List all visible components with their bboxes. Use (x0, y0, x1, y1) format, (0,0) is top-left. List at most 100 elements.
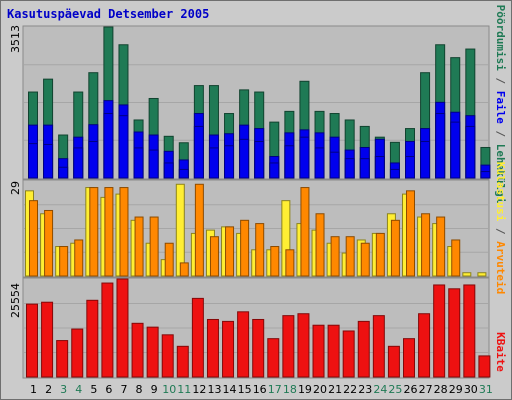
bar-arvuteid (74, 239, 84, 277)
bar-arvuteid (44, 209, 54, 277)
bar-arvuteid (406, 190, 415, 277)
bar-lehekülgi (405, 156, 415, 179)
day-label: 20 (313, 383, 327, 396)
bar-kbaite (448, 288, 461, 378)
bar-kbaite (191, 297, 204, 378)
day-label: 27 (419, 383, 433, 396)
bar-arvuteid (179, 262, 189, 277)
bar-kbaite (222, 320, 235, 378)
bar-arvuteid (421, 213, 431, 277)
bar-arvuteid (209, 236, 219, 277)
bars (25, 26, 491, 378)
bar-lehekülgi (28, 143, 38, 179)
day-label: 14 (223, 383, 237, 396)
bar-lehekülgi (359, 158, 370, 179)
bar-kbaite (26, 303, 38, 378)
bar-kbaite (161, 334, 174, 378)
bar-lehekülgi (178, 168, 189, 179)
bar-lehekülgi (254, 140, 265, 179)
bar-kbaite (387, 345, 400, 378)
bar-arvuteid (89, 187, 99, 277)
day-label: 12 (192, 383, 206, 396)
bar-külastusi (477, 272, 487, 277)
legend-label-top: Pöördumisi / Faile / Lehekülgi (494, 5, 507, 204)
y-max-label-middle: 29 (9, 181, 22, 195)
bar-lehekülgi (193, 125, 204, 179)
bar-kbaite (237, 311, 250, 378)
bar-kbaite (372, 315, 385, 378)
day-label: 3 (60, 383, 67, 396)
bar-arvuteid (119, 187, 129, 277)
day-label: 25 (388, 383, 402, 396)
chart-title: Kasutuspäevad Detsember 2005 (7, 7, 210, 21)
bar-lehekülgi (420, 140, 431, 179)
day-label: 17 (268, 383, 282, 396)
bar-lehekülgi (374, 156, 385, 179)
bar-lehekülgi (284, 145, 295, 179)
bar-arvuteid (164, 242, 174, 277)
bar-arvuteid (330, 236, 340, 277)
bar-kbaite (56, 340, 69, 378)
day-label: 13 (207, 383, 221, 396)
bar-kbaite (433, 284, 446, 378)
bar-lehekülgi (43, 143, 54, 179)
bar-kbaite (146, 326, 159, 378)
bar-arvuteid (436, 216, 446, 277)
bar-lehekülgi (58, 166, 69, 179)
bar-arvuteid (345, 236, 355, 277)
bar-kbaite (342, 330, 355, 378)
legend-label-middle: Külastusi / Arvuteid (494, 162, 507, 294)
bar-kbaite (86, 299, 99, 378)
bar-lehekülgi (208, 147, 219, 179)
bar-kbaite (327, 324, 340, 378)
bar-kbaite (71, 328, 84, 378)
bar-arvuteid (270, 246, 280, 277)
day-label: 7 (120, 383, 127, 396)
bar-kbaite (282, 315, 295, 378)
bar-kbaite (403, 338, 415, 378)
bar-arvuteid (240, 219, 250, 277)
bar-lehekülgi (118, 115, 129, 179)
day-label: 11 (177, 383, 191, 396)
legend-label-bottom: KBaite (494, 332, 507, 372)
day-label: 4 (75, 383, 82, 396)
bar-kbaite (131, 322, 144, 378)
day-label: 29 (449, 383, 463, 396)
day-label: 8 (136, 383, 143, 396)
bar-lehekülgi (224, 145, 235, 179)
day-label: 22 (343, 383, 357, 396)
bar-arvuteid (104, 187, 114, 277)
bar-lehekülgi (344, 158, 355, 179)
bar-arvuteid (360, 242, 370, 277)
day-label: 30 (464, 383, 478, 396)
day-label: 10 (162, 383, 176, 396)
bar-lehekülgi (465, 125, 476, 179)
y-max-labels: 3513 29 25554 (9, 25, 22, 318)
day-label: 6 (105, 383, 112, 396)
bar-lehekülgi (133, 147, 144, 179)
day-label: 26 (404, 383, 418, 396)
bar-arvuteid (315, 213, 325, 277)
bar-lehekülgi (148, 149, 159, 179)
bar-külastusi (462, 272, 472, 277)
bar-lehekülgi (435, 113, 446, 179)
bar-kbaite (312, 324, 325, 378)
bar-lehekülgi (450, 121, 461, 179)
day-label: 21 (328, 383, 342, 396)
bar-arvuteid (29, 200, 38, 277)
bar-arvuteid (375, 232, 385, 277)
bar-lehekülgi (73, 147, 84, 179)
bar-lehekülgi (163, 162, 174, 179)
bar-arvuteid (300, 187, 310, 277)
day-label: 1 (30, 383, 37, 396)
bar-kbaite (252, 318, 265, 378)
bar-kbaite (267, 338, 280, 378)
bar-kbaite (297, 313, 310, 378)
day-label: 2 (45, 383, 52, 396)
bar-lehekülgi (269, 162, 280, 179)
bar-lehekülgi (239, 138, 250, 179)
bar-kbaite (116, 278, 129, 378)
day-label: 9 (151, 383, 158, 396)
bar-külastusi (175, 183, 185, 277)
